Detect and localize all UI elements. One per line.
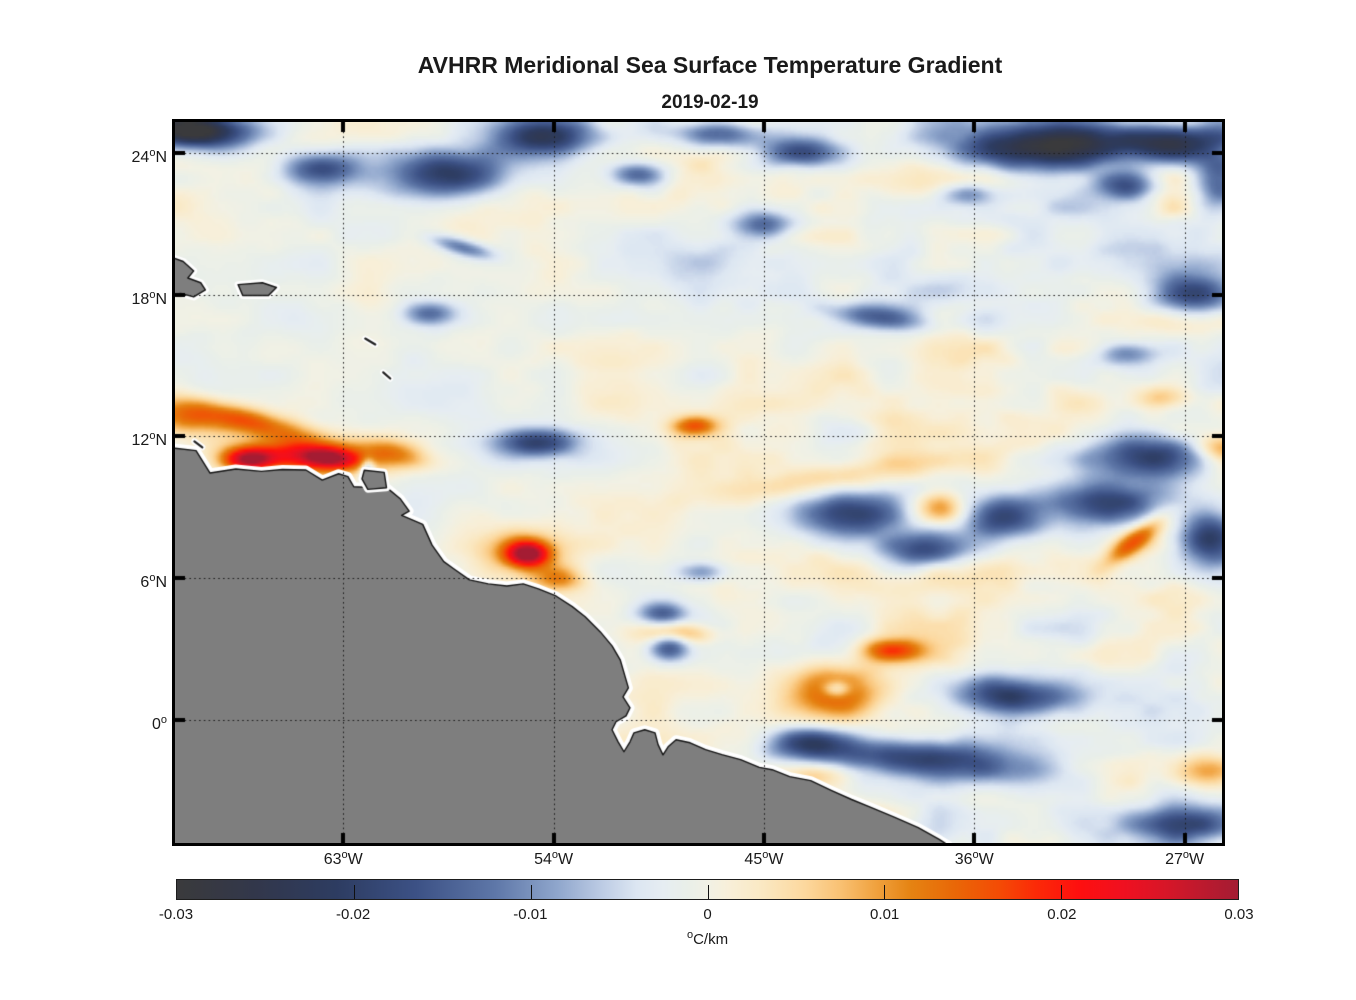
degree-symbol: o [149,146,156,159]
x-tick-label-36W: 36oW [954,849,994,868]
colorbar-unit-label: oC/km [686,929,729,948]
y-tick-label-24: 24oN [131,146,167,166]
degree-symbol: o [160,714,167,727]
sst-gradient-map-canvas [175,122,1222,843]
degree-symbol: o [762,849,769,861]
date-subtitle: 2019-02-19 [661,92,759,113]
x-tick-label-27W: 27oW [1165,849,1205,868]
degree-symbol: o [149,572,156,585]
degree-symbol: o [551,849,558,861]
colorbar-tick-label--0.03: -0.03 [158,906,194,923]
y-tick-label-18: 18oN [131,288,167,308]
colorbar-tick-mark [1061,885,1063,899]
colorbar-tick-label--0.01: -0.01 [513,906,548,923]
map-plot-area [172,119,1225,846]
degree-symbol: o [149,288,156,301]
page-title: AVHRR Meridional Sea Surface Temperature… [417,52,1003,78]
y-tick-label-6: 6oN [140,572,167,592]
colorbar-tick-label-0: 0 [703,906,712,923]
degree-symbol: o [341,849,348,861]
colorbar-tick-mark [707,885,709,899]
colorbar-tick-label-0.03: 0.03 [1224,906,1254,923]
x-tick-label-54W: 54oW [534,849,574,868]
colorbar-tick-label-0.01: 0.01 [870,906,900,923]
y-tick-label-0: 0o [151,714,167,734]
degree-symbol: o [1182,849,1189,861]
degree-symbol: o [149,430,156,443]
colorbar-tick-label--0.02: -0.02 [336,906,371,923]
colorbar-tick-mark [353,885,355,899]
colorbar [176,879,1239,900]
colorbar-tick-label-0.02: 0.02 [1047,906,1077,923]
degree-symbol: o [972,849,979,861]
y-tick-label-12: 12oN [131,430,167,450]
colorbar-tick-mark [530,885,532,899]
x-tick-label-45W: 45oW [744,849,784,868]
x-tick-label-63W: 63oW [323,849,363,868]
degree-symbol: o [686,929,694,941]
colorbar-tick-mark [884,885,886,899]
